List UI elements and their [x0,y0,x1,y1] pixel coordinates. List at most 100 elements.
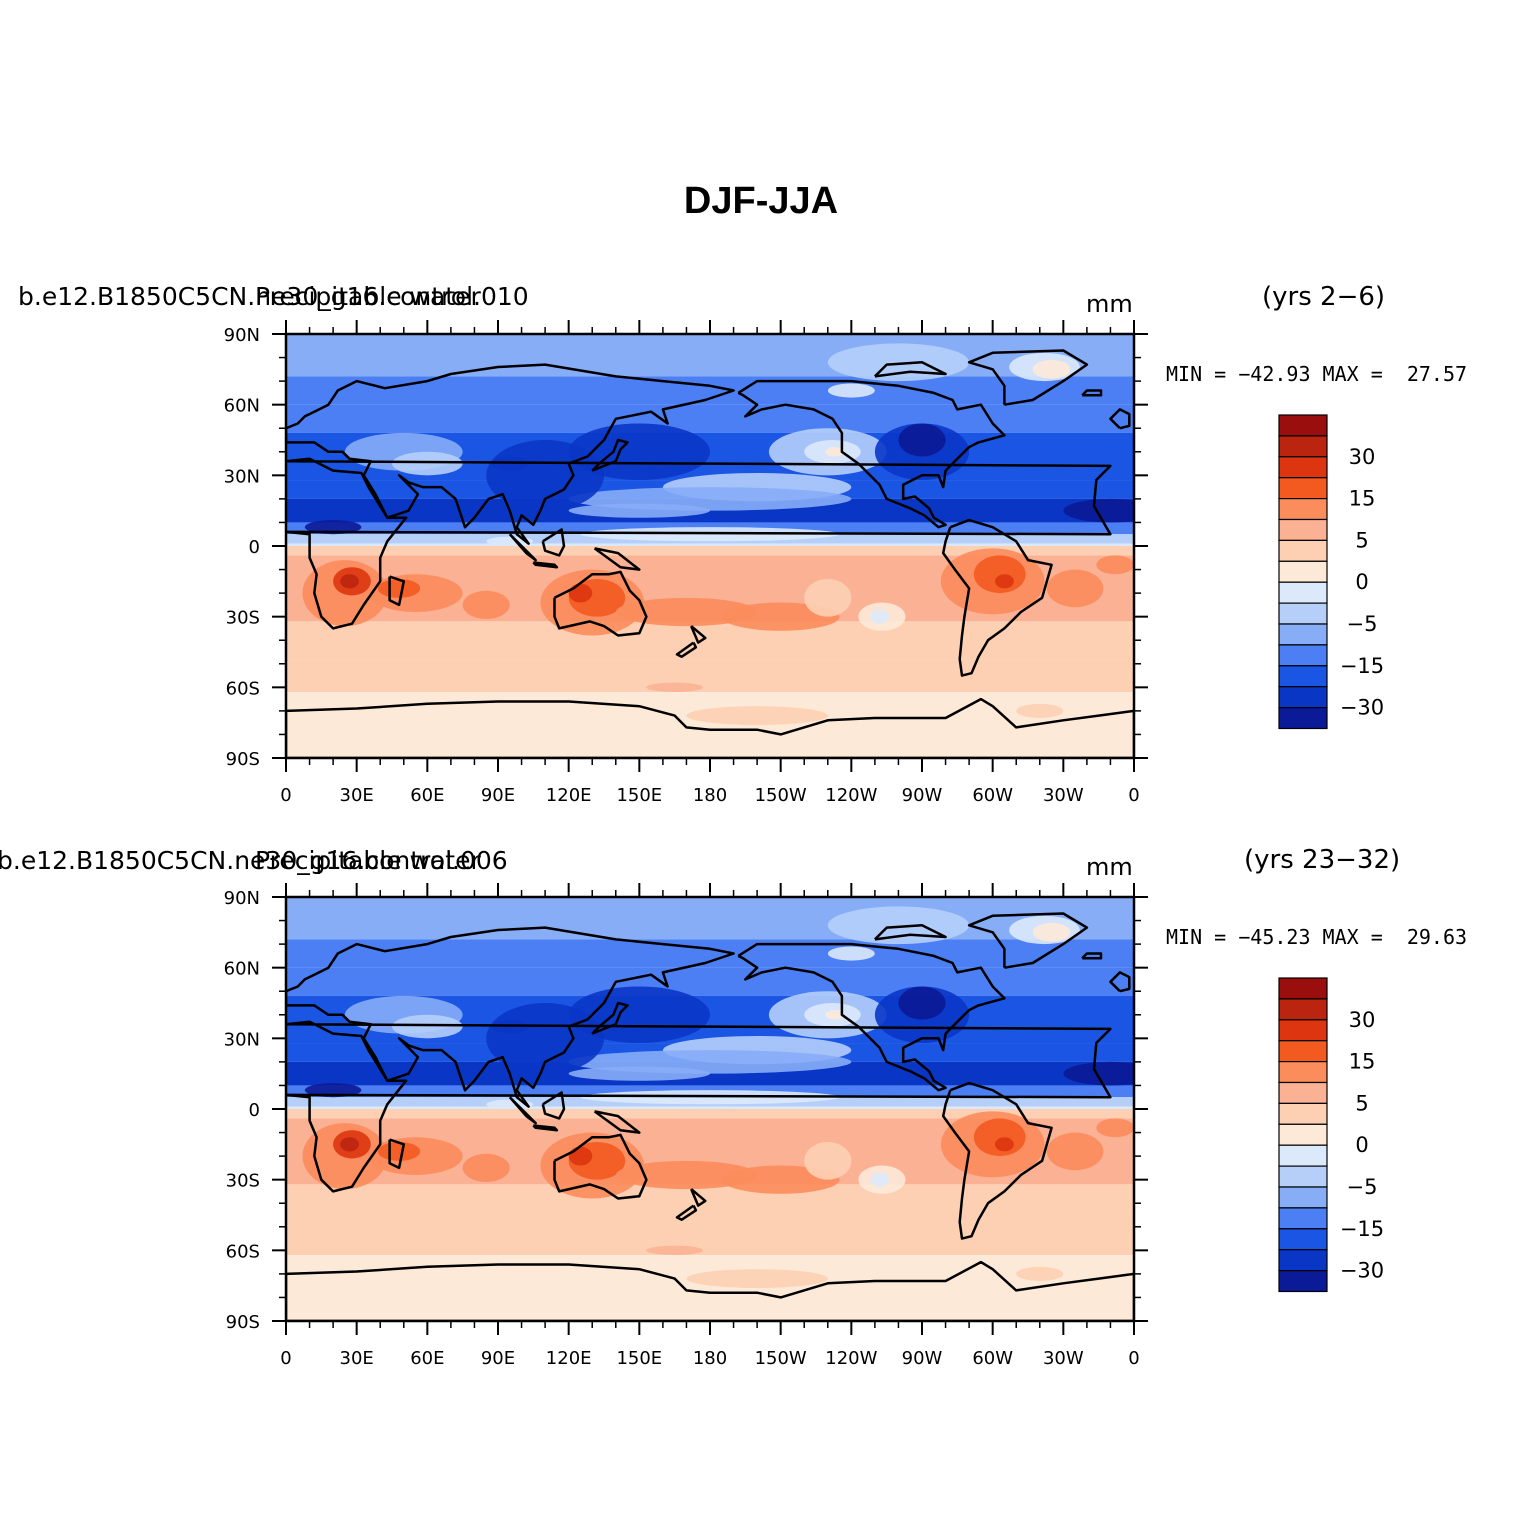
lon-tick-label: 150E [616,785,662,806]
years-label-bottom: (yrs 23−32) [1244,845,1401,875]
lon-tick-label: 150W [755,1348,807,1369]
colorbar-swatch [1278,581,1328,604]
coastlines [286,349,1134,758]
lon-tick-label: 60E [410,1348,444,1369]
colorbar-label: −5 [1347,612,1378,636]
colorbar-label: 15 [1349,487,1376,511]
colorbar-label: 0 [1355,1133,1368,1157]
colorbar-label: −15 [1340,1217,1384,1241]
lat-tick-label: 30N [224,1029,260,1050]
colorbar-swatch [1278,414,1328,437]
colorbar-swatch [1278,1019,1328,1042]
colorbar-swatch [1278,518,1328,541]
colorbar-1: 30 15 5 0 −5 −15 −30 [1278,414,1384,730]
contour-field [286,897,1134,1321]
lon-tick-label: 120E [546,785,592,806]
lat-tick-label: 60S [226,1241,260,1262]
lat-tick-label: 0 [249,1100,260,1121]
case-label-bottom: b.e12.B1850C5CN.ne30_g16.control.006 [0,846,508,875]
lat-tick-label: 90N [224,325,260,346]
lon-tick-label: 60W [972,1348,1013,1369]
lat-tick-label: 90S [226,1312,260,1333]
colorbar-swatch [1278,1186,1328,1209]
colorbar-swatch [1278,706,1328,730]
colorbar-swatch [1278,1144,1328,1167]
lat-tick-label: 90S [226,749,260,770]
colorbar-swatch [1278,560,1328,583]
lon-tick-label: 120E [546,1348,592,1369]
colorbar-swatch [1278,1269,1328,1293]
minmax-label-bottom: MIN = −45.23 MAX = 29.63 [1166,925,1468,949]
coastlines [286,912,1134,1321]
lat-tick-label: 0 [249,537,260,558]
colorbar-swatch [1278,1081,1328,1104]
colorbar-label: 5 [1355,528,1368,552]
figure-title: DJF-JJA [683,180,839,222]
colorbar-swatch [1278,1165,1328,1188]
colorbar-swatch [1278,686,1328,709]
lon-tick-label: 0 [1128,785,1139,806]
colorbar-swatch [1278,602,1328,625]
colorbar-swatch [1278,644,1328,667]
lon-tick-label: 150W [755,785,807,806]
lon-tick-label: 0 [1128,1348,1139,1369]
colorbar-swatch [1278,1060,1328,1084]
colorbar-swatch [1278,1207,1328,1230]
lon-tick-label: 90W [902,785,943,806]
lon-tick-label: 120W [825,785,877,806]
lat-tick-label: 60S [226,678,260,699]
colorbar-label: 30 [1349,1008,1376,1032]
map-panel-1: 90N 60N 30N 0 30S 60S 90S 0 30E 60E 90E 120E 150E 180… [224,320,1384,806]
colorbar-swatch [1278,998,1328,1021]
lat-tick-label: 90N [224,888,260,909]
colorbar-swatch [1278,1249,1328,1272]
lon-tick-label: 60W [972,785,1013,806]
lat-tick-label: 60N [224,959,260,980]
lon-tick-label: 60E [410,785,444,806]
colorbar-swatch [1278,539,1328,562]
colorbar-label: 15 [1349,1050,1376,1074]
lat-tick-label: 60N [224,396,260,417]
colorbar-label: 30 [1349,445,1376,469]
lon-tick-label: 150E [616,1348,662,1369]
lon-tick-label: 30E [340,785,374,806]
minmax-label-top: MIN = −42.93 MAX = 27.57 [1166,362,1468,386]
case-label-top: b.e12.B1850C5CN.ne30_g16.control.010 [18,282,529,311]
contour-field [286,334,1134,758]
lon-tick-label: 30W [1043,1348,1084,1369]
colorbar-swatch [1278,456,1328,479]
colorbar-swatch [1278,1102,1328,1125]
colorbar-swatch [1278,498,1328,521]
colorbar-label: −30 [1340,696,1384,720]
colorbar-swatch [1278,665,1328,688]
lon-tick-label: 120W [825,1348,877,1369]
units-label-top: mm [1086,290,1133,318]
lon-tick-label: 0 [280,1348,291,1369]
colorbar-label: −30 [1340,1259,1384,1283]
colorbar-swatch [1278,1040,1328,1063]
lat-tick-label: 30S [226,608,260,629]
colorbar-label: −15 [1340,654,1384,678]
lat-tick-label: 30N [224,466,260,487]
lat-tick-label: 30S [226,1171,260,1192]
lon-tick-label: 180 [693,785,727,806]
variable-label-bottom: Precipitable water [255,846,481,875]
colorbar-swatch [1278,435,1328,458]
lon-tick-label: 90W [902,1348,943,1369]
colorbar-swatch [1278,623,1328,646]
lon-tick-label: 180 [693,1348,727,1369]
lon-tick-label: 90E [481,785,515,806]
colorbar-swatch [1278,477,1328,500]
colorbar-swatch [1278,1228,1328,1251]
years-label-top: (yrs 2−6) [1262,282,1386,312]
colorbar-label: −5 [1347,1175,1378,1199]
map-panel-2: 90N 60N 30N 0 30S 60S 90S 0 30E 60E 90E 120E 150E 180… [224,883,1384,1369]
variable-label-top: Precipitable water [255,282,481,311]
lon-tick-label: 90E [481,1348,515,1369]
colorbar-label: 5 [1355,1091,1368,1115]
colorbar-swatch [1278,1123,1328,1146]
lon-tick-label: 0 [280,785,291,806]
colorbar-label: 0 [1355,570,1368,594]
colorbar-swatch [1278,977,1328,1000]
